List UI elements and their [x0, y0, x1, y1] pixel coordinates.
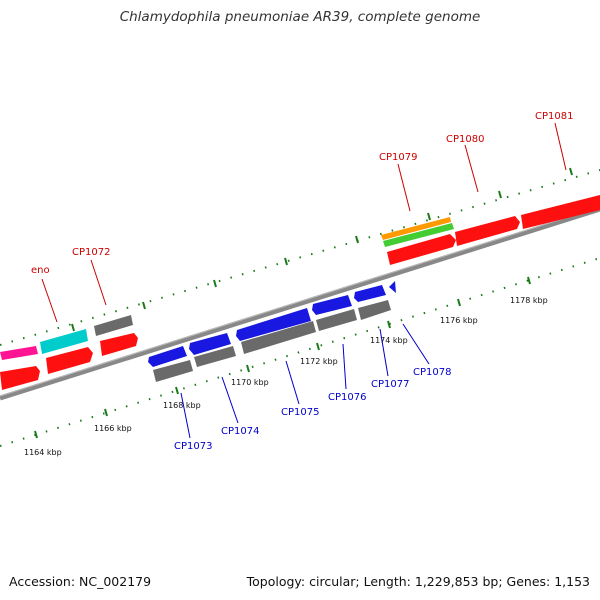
cds-block [316, 309, 357, 331]
gene-label-cp1081[interactable]: CP1081 [535, 111, 573, 122]
accession-text: Accession: NC_002179 [9, 574, 152, 589]
genome-summary-text: Topology: circular; Length: 1,229,853 bp… [246, 574, 590, 589]
lower-major-ticks [34, 276, 531, 439]
gene-forward-block [455, 216, 520, 246]
gene-forward-block [40, 329, 88, 354]
gene-label-cp1073[interactable]: CP1073 [174, 441, 212, 452]
kbp-label-1176: 1176 kbp [440, 316, 478, 325]
gene-label-cp1072[interactable]: CP1072 [72, 247, 110, 258]
cds-block [153, 360, 193, 382]
kbp-label-1166: 1166 kbp [94, 424, 132, 433]
reverse-strand-track [148, 281, 396, 382]
gene-forward-block [94, 315, 133, 336]
cds-block [358, 300, 391, 320]
gene-label-cp1077[interactable]: CP1077 [371, 379, 409, 390]
gene-forward-block [0, 346, 38, 360]
kbp-label-1164: 1164 kbp [24, 448, 62, 457]
gene-reverse-block [236, 308, 311, 341]
gene-label-cp1078[interactable]: CP1078 [413, 367, 451, 378]
green-feature [383, 223, 454, 247]
gene-label-cp1076[interactable]: CP1076 [328, 392, 366, 403]
gene-label-cp1080[interactable]: CP1080 [446, 134, 484, 145]
gene-forward-block [46, 347, 93, 374]
gene-forward-block [100, 333, 138, 356]
kbp-label-1170: 1170 kbp [231, 378, 269, 387]
genome-backbone-highlight [0, 206, 600, 397]
forward-strand-track [0, 195, 600, 390]
kbp-label-1174: 1174 kbp [370, 336, 408, 345]
gene-reverse-block [148, 346, 187, 367]
gene-forward-block [387, 234, 456, 265]
gene-label-cp1075[interactable]: CP1075 [281, 407, 319, 418]
label-leaders [41, 122, 567, 439]
gene-forward-block [521, 195, 600, 229]
gene-reverse-arrow [389, 281, 396, 293]
gene-reverse-block [312, 295, 352, 315]
kbp-label-1168: 1168 kbp [163, 401, 201, 410]
gene-label-eno[interactable]: eno [31, 265, 50, 276]
map-title: Chlamydophila pneumoniae AR39, complete … [119, 9, 481, 25]
upper-major-ticks [71, 167, 573, 332]
gene-reverse-block [354, 285, 386, 302]
kbp-label-1178: 1178 kbp [510, 296, 548, 305]
gene-reverse-block [189, 333, 231, 355]
gene-forward-block [0, 366, 40, 390]
upper-tick-track [0, 169, 600, 346]
gene-label-cp1074[interactable]: CP1074 [221, 426, 259, 437]
orange-feature [381, 217, 451, 240]
gene-label-cp1079[interactable]: CP1079 [379, 152, 417, 163]
cds-block [241, 321, 316, 354]
kbp-label-1172: 1172 kbp [300, 357, 338, 366]
genome-backbone [0, 206, 600, 401]
cds-block [194, 346, 236, 367]
